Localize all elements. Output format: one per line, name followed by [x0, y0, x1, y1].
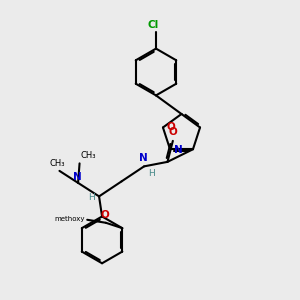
Text: methoxy: methoxy	[54, 216, 85, 222]
Text: N: N	[73, 172, 82, 182]
Text: H: H	[148, 169, 154, 178]
Text: CH₃: CH₃	[50, 159, 65, 168]
Text: Cl: Cl	[148, 20, 159, 30]
Text: N: N	[174, 145, 183, 155]
Text: H: H	[88, 193, 95, 202]
Text: O: O	[169, 127, 177, 137]
Text: CH₃: CH₃	[80, 152, 96, 160]
Text: O: O	[101, 210, 110, 220]
Text: O: O	[167, 122, 176, 132]
Text: N: N	[139, 153, 148, 164]
